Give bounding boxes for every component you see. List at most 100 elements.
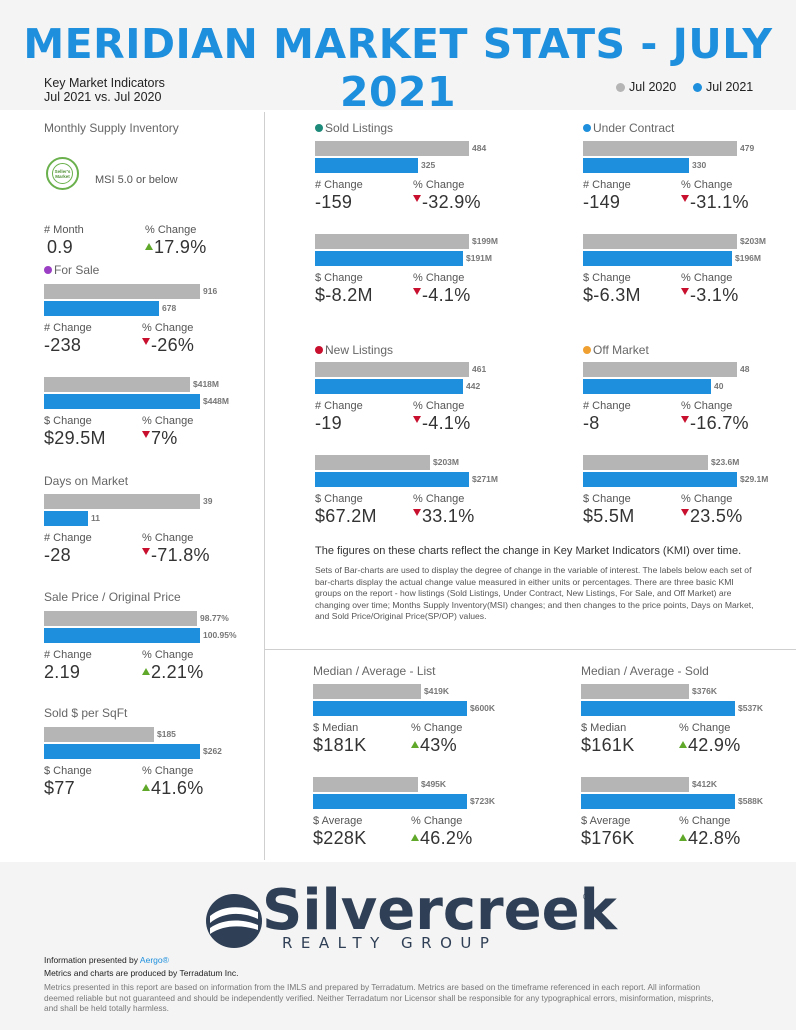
- sold-title: Sold Listings: [315, 121, 393, 135]
- down-arrow-icon: [142, 431, 150, 438]
- sold-bar-2020: [315, 141, 469, 156]
- legend-item-2020: Jul 2020: [616, 80, 676, 94]
- sold-title-text: Sold Listings: [325, 121, 394, 135]
- down-arrow-icon: [413, 509, 421, 516]
- list-median-bar-2021: [313, 701, 467, 716]
- for-sale-title-text: For Sale: [54, 263, 100, 277]
- sold-avg-bar-2020: [581, 777, 689, 792]
- uc-dot-icon: [583, 124, 591, 132]
- for-sale-dollar-pct-value: 7%: [151, 428, 178, 448]
- uc-dollar-pct-label: % Change: [681, 272, 733, 284]
- off-bar-2020: [583, 362, 737, 377]
- up-arrow-icon: [142, 668, 150, 675]
- uc-pct-label: % Change: [681, 179, 733, 191]
- list-avg-pct-value: 46.2%: [420, 828, 473, 848]
- off-bar-2021: [583, 379, 711, 394]
- list-median-change-label: $ Median: [313, 722, 359, 734]
- dom-pct: -71.8%: [142, 545, 210, 566]
- msi-num-label: # Month: [44, 224, 84, 236]
- msi-num-value: 0.9: [47, 237, 73, 257]
- list-avg-bar-2020-label: $495K: [421, 779, 447, 789]
- sqft-pct-label: % Change: [142, 765, 194, 777]
- column-divider: [264, 112, 265, 860]
- sold-median-bar-2021-label: $537K: [738, 703, 764, 713]
- dom-change-label: # Change: [44, 532, 92, 544]
- for-sale-bar-2020: [44, 284, 200, 299]
- sp-op-bar-2021: [44, 628, 200, 643]
- list-median-bar-2021-label: $600K: [470, 703, 496, 713]
- up-arrow-icon: [679, 741, 687, 748]
- sold-avg-pct-value: 42.8%: [688, 828, 741, 848]
- page-title: MERIDIAN MARKET STATS - JULY 2021: [23, 20, 773, 116]
- sellers-market-seal-text: Seller's Market: [52, 163, 73, 184]
- aergo-link[interactable]: Aergo®: [139, 955, 169, 965]
- sold-dollar-change-label: $ Change: [315, 272, 363, 284]
- new-bar-2021-label: 442: [466, 381, 481, 391]
- sold-dollar-bar-2021: [315, 251, 463, 266]
- description-title: The figures on these charts reflect the …: [315, 545, 742, 557]
- dom-bar-2021: [44, 511, 88, 526]
- sold-median-title: Median / Average - Sold: [581, 664, 709, 678]
- sp-op-bar-2020-label: 98.77%: [200, 613, 229, 623]
- kmi-subtitle-line2: Jul 2021 vs. Jul 2020: [44, 90, 162, 104]
- for-sale-title: For Sale: [44, 263, 99, 277]
- list-avg-change-value: $228K: [313, 828, 367, 848]
- uc-pct-value: -31.1%: [690, 192, 749, 212]
- uc-dollar-bar-2020-label: $203M: [740, 236, 766, 246]
- uc-title: Under Contract: [583, 121, 674, 135]
- legend-dot-2021: [693, 83, 702, 93]
- down-arrow-icon: [142, 338, 150, 345]
- sold-dollar-pct: -4.1%: [413, 285, 471, 306]
- off-change-value: -8: [583, 413, 600, 433]
- list-median-title: Median / Average - List: [313, 664, 436, 678]
- uc-bar-2020-label: 479: [740, 143, 755, 153]
- for-sale-dollar-pct: 7%: [142, 428, 178, 449]
- produced-by: Metrics and charts are produced by Terra…: [44, 968, 239, 978]
- new-dollar-bar-2020: [315, 455, 430, 470]
- for-sale-pct: -26%: [142, 335, 194, 356]
- sold-median-change-value: $161K: [581, 735, 635, 755]
- sold-median-bar-2021: [581, 701, 735, 716]
- new-pct-value: -4.1%: [422, 413, 471, 433]
- sold-bar-2021-label: 325: [421, 160, 436, 170]
- for-sale-change-label: # Change: [44, 322, 92, 334]
- new-dollar-bar-2021-label: $271M: [472, 474, 498, 484]
- uc-dollar-bar-2020: [583, 234, 737, 249]
- new-dollar-change-label: $ Change: [315, 493, 363, 505]
- list-avg-pct-label: % Change: [411, 815, 463, 827]
- for-sale-bar-2020-label: 916: [203, 286, 218, 296]
- sold-pct-label: % Change: [413, 179, 465, 191]
- list-avg-bar-2021: [313, 794, 467, 809]
- list-median-pct-label: % Change: [411, 722, 463, 734]
- off-dollar-pct: 23.5%: [681, 506, 743, 527]
- presented-prefix: Information presented by: [44, 955, 140, 965]
- uc-dollar-change-label: $ Change: [583, 272, 631, 284]
- sp-op-pct: 2.21%: [142, 662, 204, 683]
- sqft-change-value: $77: [44, 778, 75, 798]
- dom-title-text: Days on Market: [44, 474, 129, 488]
- new-dollar-change-value: $67.2M: [315, 506, 377, 526]
- dom-title: Days on Market: [44, 474, 128, 488]
- up-arrow-icon: [145, 243, 153, 250]
- sold-change-label: # Change: [315, 179, 363, 191]
- uc-dollar-pct-value: -3.1%: [690, 285, 739, 305]
- for-sale-dollar-change-label: $ Change: [44, 415, 92, 427]
- dom-change-value: -28: [44, 545, 71, 565]
- legend-label-2020: Jul 2020: [629, 80, 677, 94]
- logo-registered: ®: [583, 892, 591, 903]
- for-sale-dollar-bar-2021: [44, 394, 200, 409]
- new-dollar-pct-value: 33.1%: [422, 506, 475, 526]
- dom-pct-value: -71.8%: [151, 545, 210, 565]
- sqft-pct-value: 41.6%: [151, 778, 204, 798]
- legend-item-2021: Jul 2021: [693, 80, 753, 94]
- sold-median-pct-value: 42.9%: [688, 735, 741, 755]
- off-dollar-bar-2021: [583, 472, 737, 487]
- msi-pct-label: % Change: [145, 224, 197, 236]
- for-sale-bar-2021-label: 678: [162, 303, 177, 313]
- off-bar-2021-label: 40: [714, 381, 724, 391]
- msi-title: Monthly Supply Inventory: [44, 121, 179, 135]
- off-dollar-pct-label: % Change: [681, 493, 733, 505]
- sp-op-title: Sale Price / Original Price: [44, 590, 181, 604]
- for-sale-dollar-pct-label: % Change: [142, 415, 194, 427]
- up-arrow-icon: [679, 834, 687, 841]
